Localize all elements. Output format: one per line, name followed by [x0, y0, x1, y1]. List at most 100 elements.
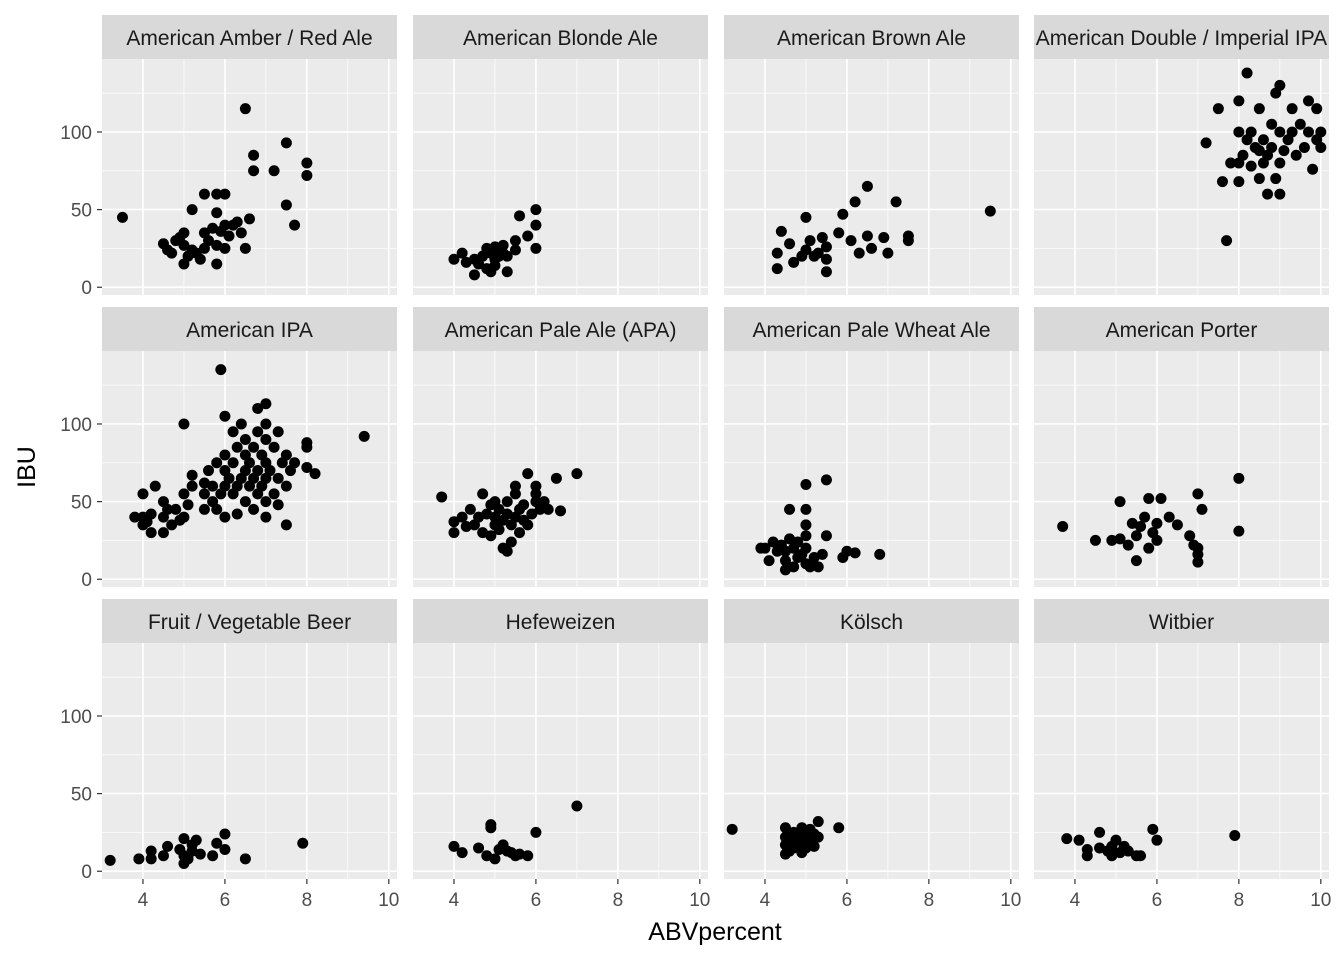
y-tick-label: 50 — [71, 785, 92, 806]
facet-points — [726, 816, 845, 860]
x-tick-label: 4 — [760, 890, 771, 911]
data-point — [509, 488, 521, 500]
data-point — [1262, 188, 1274, 200]
data-point — [178, 511, 190, 523]
x-tick-label: 6 — [842, 890, 853, 911]
data-point — [1311, 103, 1323, 115]
data-point — [522, 230, 534, 242]
data-point — [902, 230, 914, 242]
data-point — [1212, 103, 1224, 115]
data-point — [211, 457, 223, 469]
data-point — [272, 499, 284, 511]
data-point — [571, 468, 583, 480]
facet-points — [116, 103, 313, 270]
y-tick-label: 100 — [60, 707, 92, 728]
data-point — [1143, 493, 1155, 504]
data-point — [878, 232, 890, 244]
data-point — [841, 545, 853, 557]
x-tick-label: 4 — [449, 890, 460, 911]
data-point — [726, 823, 738, 835]
facet-panel: American Pale Wheat Ale — [724, 307, 1019, 587]
facet-points — [755, 474, 886, 576]
data-point — [812, 831, 824, 843]
data-point — [816, 232, 828, 244]
data-point — [1114, 496, 1126, 508]
data-point — [162, 840, 174, 852]
data-point — [775, 225, 787, 237]
x-tick-label: 6 — [1152, 890, 1163, 911]
y-tick-label: 0 — [81, 278, 92, 299]
data-point — [800, 244, 812, 256]
data-point — [1290, 149, 1302, 161]
data-point — [157, 850, 169, 862]
data-point — [162, 503, 174, 515]
facet-strip — [102, 599, 397, 643]
data-point — [1303, 126, 1315, 138]
data-point — [104, 854, 116, 866]
data-point — [244, 213, 255, 225]
facet-strip — [1034, 15, 1329, 59]
data-point — [489, 241, 501, 253]
data-point — [252, 426, 264, 438]
facet-points — [1200, 67, 1327, 247]
data-point — [493, 524, 505, 536]
x-tick-label: 10 — [689, 890, 710, 911]
data-point — [280, 480, 292, 492]
data-point — [239, 853, 251, 865]
data-point — [1233, 126, 1245, 138]
data-point — [788, 256, 800, 268]
data-point — [1225, 157, 1237, 169]
facet-panel: American Brown Ale — [724, 15, 1019, 295]
data-point — [1307, 163, 1319, 175]
data-point — [301, 437, 313, 449]
data-point — [1130, 530, 1142, 542]
data-point — [530, 204, 542, 216]
data-point — [1253, 173, 1265, 185]
x-tick-label: 6 — [220, 890, 231, 911]
panel-background — [724, 59, 1019, 295]
facet-label: American Amber / Red Ale — [126, 27, 372, 50]
data-point — [268, 441, 280, 453]
data-point — [248, 149, 260, 161]
facet-panel: Kölsch — [724, 599, 1019, 879]
data-point — [1171, 519, 1183, 531]
data-point — [239, 434, 251, 445]
data-point — [116, 211, 128, 223]
data-point — [260, 496, 272, 508]
data-point — [1257, 134, 1269, 146]
data-point — [1233, 472, 1245, 484]
data-point — [890, 196, 902, 208]
data-point — [1245, 126, 1257, 138]
data-point — [468, 269, 480, 281]
panel-background — [413, 351, 708, 587]
data-point — [1196, 503, 1208, 515]
data-point — [1073, 834, 1085, 846]
data-point — [268, 488, 280, 500]
data-point — [1315, 142, 1327, 153]
data-point — [268, 165, 280, 177]
data-point — [166, 247, 178, 259]
facet-panel: Witbier — [1034, 599, 1329, 879]
facet-panel: Fruit / Vegetable Beer — [102, 599, 397, 879]
x-tick-label: 8 — [924, 890, 935, 911]
data-point — [178, 239, 190, 251]
data-point — [448, 840, 460, 852]
data-point — [514, 848, 526, 860]
data-point — [1094, 826, 1106, 838]
facet-label: American Blonde Ale — [463, 27, 658, 50]
data-point — [1135, 520, 1147, 532]
data-point — [800, 211, 812, 223]
data-point — [248, 441, 260, 453]
data-point — [289, 457, 301, 469]
x-axis-title: ABVpercent — [648, 918, 781, 946]
data-point — [800, 479, 812, 491]
data-point — [227, 426, 239, 438]
x-tick-label: 10 — [1000, 890, 1021, 911]
data-point — [509, 244, 521, 256]
facet-points — [1057, 472, 1245, 568]
x-tick-label: 4 — [1070, 890, 1081, 911]
data-point — [1233, 525, 1245, 537]
data-point — [260, 511, 272, 523]
data-point — [800, 542, 812, 554]
